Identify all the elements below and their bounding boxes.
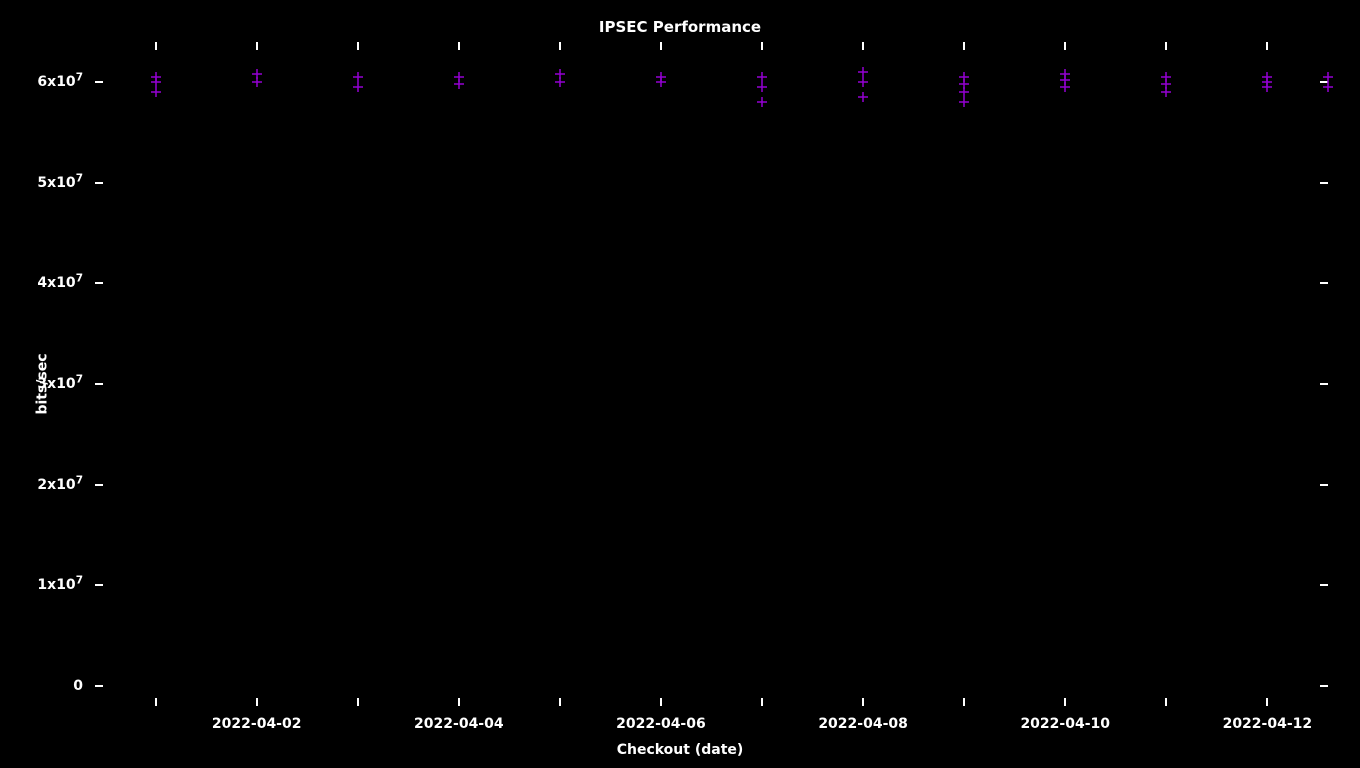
x-tick-mark — [963, 698, 965, 706]
x-tick-mark — [862, 698, 864, 706]
y-tick-mark — [1320, 685, 1328, 687]
data-point — [959, 87, 969, 97]
data-point — [959, 97, 969, 107]
x-tick-label: 2022-04-04 — [414, 716, 504, 732]
data-point — [151, 77, 161, 87]
y-tick-mark — [95, 182, 103, 184]
data-point — [656, 77, 666, 87]
chart-title: IPSEC Performance — [0, 18, 1360, 36]
y-tick-label: 6x107 — [37, 74, 83, 90]
data-point — [555, 69, 565, 79]
x-tick-mark — [155, 42, 157, 50]
x-axis-label: Checkout (date) — [0, 742, 1360, 758]
ipsec-performance-chart: IPSEC Performance bits/sec Checkout (dat… — [0, 0, 1360, 768]
data-point — [757, 72, 767, 82]
y-tick-mark — [95, 584, 103, 586]
data-point — [1323, 82, 1333, 92]
data-point — [252, 69, 262, 79]
y-tick-mark — [95, 484, 103, 486]
x-tick-mark — [660, 42, 662, 50]
data-point — [1262, 72, 1272, 82]
data-point — [353, 82, 363, 92]
data-point — [454, 79, 464, 89]
x-tick-mark — [458, 42, 460, 50]
y-tick-label: 5x107 — [37, 175, 83, 191]
x-tick-mark — [1266, 698, 1268, 706]
data-point — [858, 92, 868, 102]
data-point — [757, 82, 767, 92]
data-point — [858, 67, 868, 77]
x-tick-label: 2022-04-12 — [1223, 716, 1313, 732]
x-tick-mark — [357, 698, 359, 706]
x-tick-mark — [761, 698, 763, 706]
data-point — [1161, 79, 1171, 89]
y-tick-mark — [1320, 81, 1328, 83]
x-tick-mark — [1165, 698, 1167, 706]
x-tick-mark — [1165, 42, 1167, 50]
y-tick-label: 4x107 — [37, 275, 83, 291]
data-point — [757, 97, 767, 107]
y-tick-label: 0 — [73, 678, 83, 694]
x-tick-mark — [559, 698, 561, 706]
data-point — [858, 77, 868, 87]
data-point — [353, 72, 363, 82]
y-tick-mark — [1320, 584, 1328, 586]
y-tick-label: 2x107 — [37, 477, 83, 493]
y-tick-mark — [95, 685, 103, 687]
data-point — [656, 72, 666, 82]
x-tick-mark — [458, 698, 460, 706]
y-tick-mark — [1320, 484, 1328, 486]
y-tick-mark — [1320, 182, 1328, 184]
y-tick-mark — [95, 282, 103, 284]
data-point — [1060, 75, 1070, 85]
x-tick-mark — [559, 42, 561, 50]
data-point — [959, 79, 969, 89]
y-tick-label: 3x107 — [37, 376, 83, 392]
data-point — [454, 72, 464, 82]
x-tick-mark — [761, 42, 763, 50]
x-tick-mark — [256, 42, 258, 50]
x-tick-mark — [256, 698, 258, 706]
data-point — [151, 72, 161, 82]
data-point — [1262, 82, 1272, 92]
y-tick-mark — [95, 81, 103, 83]
data-point — [1161, 72, 1171, 82]
data-point — [252, 77, 262, 87]
y-tick-label: 1x107 — [37, 577, 83, 593]
x-tick-mark — [963, 42, 965, 50]
data-point — [1262, 77, 1272, 87]
x-tick-label: 2022-04-10 — [1020, 716, 1110, 732]
x-tick-mark — [1064, 698, 1066, 706]
data-point — [151, 87, 161, 97]
data-point — [959, 72, 969, 82]
data-point — [1060, 82, 1070, 92]
y-tick-mark — [1320, 383, 1328, 385]
y-tick-mark — [1320, 282, 1328, 284]
data-point — [555, 77, 565, 87]
x-tick-mark — [862, 42, 864, 50]
x-tick-label: 2022-04-06 — [616, 716, 706, 732]
x-tick-mark — [1266, 42, 1268, 50]
x-tick-label: 2022-04-08 — [818, 716, 908, 732]
x-tick-mark — [1064, 42, 1066, 50]
y-tick-mark — [95, 383, 103, 385]
data-point — [1161, 87, 1171, 97]
x-tick-mark — [155, 698, 157, 706]
x-tick-mark — [357, 42, 359, 50]
x-tick-label: 2022-04-02 — [212, 716, 302, 732]
x-tick-mark — [660, 698, 662, 706]
data-point — [1060, 69, 1070, 79]
plot-area — [95, 42, 1328, 706]
